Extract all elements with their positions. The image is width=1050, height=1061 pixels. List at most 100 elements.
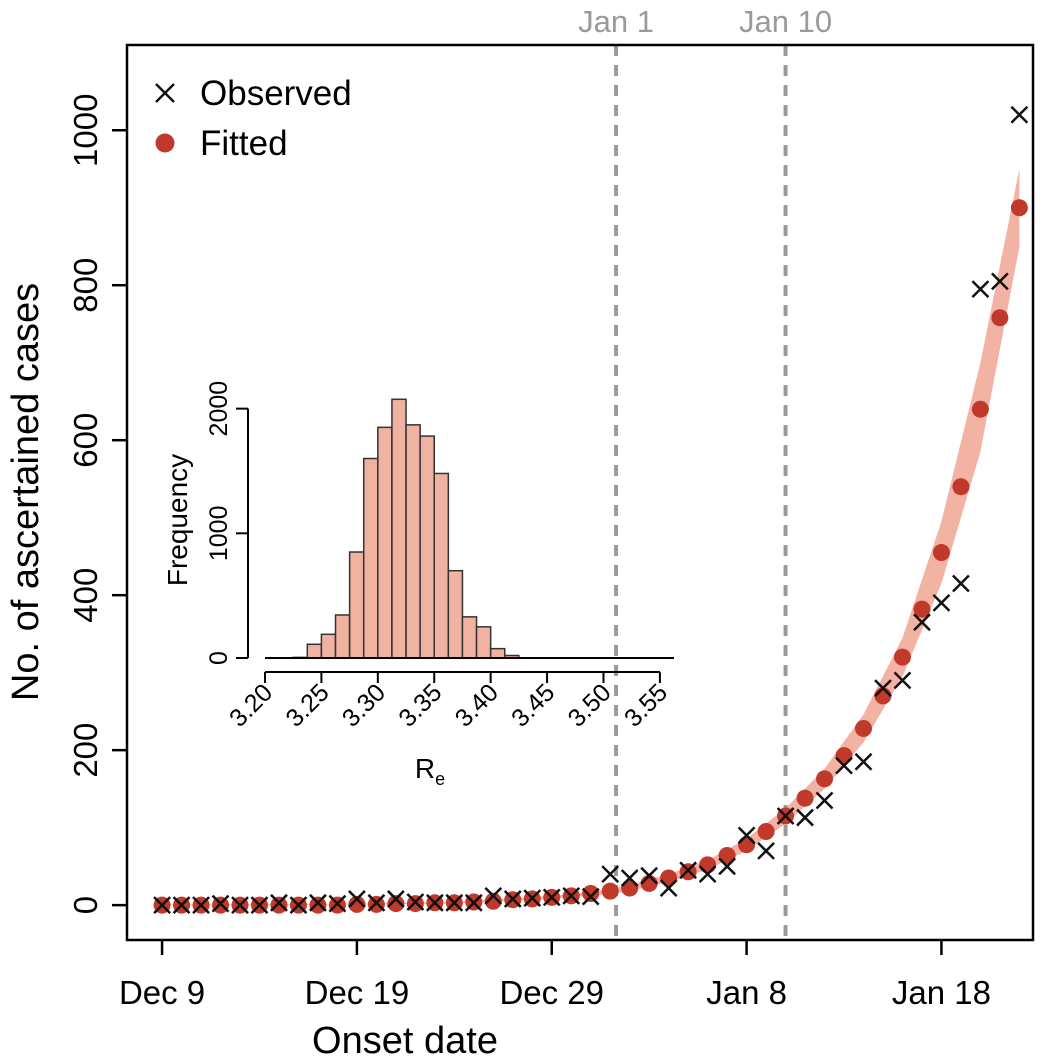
- fitted-point-34: [816, 770, 834, 788]
- x-tick-label-1: Dec 19: [305, 974, 410, 1011]
- fitted-point-35: [835, 747, 853, 765]
- histogram-bar-7: [362, 457, 379, 659]
- observed-point-21: [562, 886, 581, 905]
- inset-x-tick-label-7: 3.55: [619, 678, 673, 732]
- observed-point-16: [464, 893, 483, 912]
- observed-point-7: [289, 896, 308, 915]
- histogram-bar-13: [447, 569, 464, 659]
- fitted-point-31: [757, 823, 775, 841]
- fitted-point-22: [582, 885, 600, 903]
- observed-point-9: [328, 894, 347, 913]
- inset-x-tick-label-0: 3.20: [224, 678, 278, 732]
- fitted-point-8: [309, 896, 327, 914]
- inset-x-tick-label-4: 3.40: [450, 678, 504, 732]
- main-plot: Jan 1 Jan 10 0 200 400 600 800 1000 Dec 9 Dec 19 D…: [5, 4, 1035, 1061]
- fitted-point-37: [874, 687, 892, 705]
- observed-point-31: [757, 842, 775, 860]
- observed-point-10: [348, 890, 366, 908]
- histogram-bar-8: [377, 426, 393, 659]
- observed-point-3: [211, 894, 230, 913]
- observed-point-32: [776, 807, 795, 825]
- x-tick-label-0: Dec 9: [119, 974, 205, 1011]
- x-axis-title: Onset date: [312, 1020, 498, 1061]
- fitted-point-33: [796, 789, 814, 807]
- fitted-point-12: [387, 895, 405, 913]
- observed-point-43: [990, 272, 1009, 291]
- observed-point-34: [815, 791, 834, 810]
- observed-point-8: [309, 893, 327, 912]
- fitted-point-43: [991, 309, 1009, 327]
- x-tick-label-2: Dec 29: [499, 974, 604, 1011]
- legend-observed-marker: [155, 83, 175, 103]
- inset-x-tick-label-1: 3.25: [280, 678, 334, 732]
- legend-fitted-marker: [155, 133, 175, 153]
- observed-point-38: [893, 671, 912, 690]
- observed-point-24: [620, 869, 639, 887]
- histogram-bar-10: [405, 424, 421, 659]
- vertical-line-label-1: Jan 10: [739, 4, 832, 39]
- observed-point-26: [659, 879, 678, 897]
- histogram-bar-4: [320, 633, 337, 659]
- y-axis-title: No. of ascertained cases: [5, 283, 47, 701]
- observed-point-5: [250, 896, 269, 915]
- fitted-point-10: [348, 895, 366, 913]
- inset-x-tick-label-2: 3.30: [337, 678, 391, 732]
- fitted-point-30: [738, 836, 756, 854]
- observed-point-1: [172, 896, 191, 915]
- observed-point-40: [932, 594, 951, 612]
- observed-point-0: [153, 896, 171, 915]
- x-tick-label-4: Jan 18: [892, 974, 991, 1011]
- observed-point-30: [737, 826, 756, 845]
- histogram-bar-12: [433, 472, 450, 659]
- fitted-point-38: [893, 648, 911, 666]
- observed-point-44: [1010, 105, 1029, 124]
- fitted-point-17: [484, 892, 502, 910]
- fitted-point-44: [1010, 199, 1028, 217]
- inset-y-tick-label-0: 0: [205, 651, 233, 665]
- fitted-point-40: [932, 544, 950, 562]
- histogram-bar-5: [334, 614, 351, 659]
- fitted-point-25: [640, 874, 658, 892]
- observed-point-11: [367, 893, 386, 912]
- x-tick-label-3: Jan 8: [706, 974, 787, 1011]
- inset-y-tick-label-2: 2000: [205, 381, 233, 437]
- fitted-point-29: [718, 847, 736, 865]
- y-tick-label-1: 200: [67, 723, 104, 778]
- observed-point-2: [192, 896, 210, 915]
- histogram-bar-9: [391, 398, 407, 659]
- histogram-bar-14: [461, 616, 478, 659]
- observed-point-37: [874, 679, 892, 698]
- histogram-bar-11: [419, 435, 435, 659]
- y-tick-label-3: 600: [67, 413, 104, 468]
- legend-fitted-label: Fitted: [200, 124, 288, 163]
- observed-point-36: [854, 752, 873, 771]
- y-tick-label-5: 1000: [67, 94, 104, 167]
- observed-point-20: [542, 888, 561, 907]
- fitted-point-28: [699, 856, 717, 874]
- histogram-bar-15: [475, 626, 492, 659]
- observed-point-23: [601, 865, 620, 884]
- observed-point-35: [835, 756, 853, 775]
- histogram-bar-3: [306, 643, 323, 659]
- observed-point-28: [698, 865, 717, 884]
- y-tick-label-0: 0: [67, 896, 104, 914]
- fitted-point-42: [971, 400, 989, 418]
- observed-point-39: [913, 613, 931, 632]
- inset-y-tick-label-1: 1000: [205, 506, 233, 562]
- observed-point-4: [231, 896, 249, 915]
- observed-point-42: [971, 280, 990, 298]
- fitted-point-24: [621, 879, 639, 897]
- observed-point-25: [640, 866, 659, 885]
- observed-point-27: [679, 861, 698, 880]
- observed-point-18: [503, 890, 522, 908]
- vertical-line-label-0: Jan 1: [578, 4, 654, 39]
- histogram-bar-16: [489, 647, 506, 659]
- observed-point-19: [523, 889, 542, 908]
- inset-x-tick-label-3: 3.35: [393, 678, 447, 732]
- observed-point-15: [445, 893, 464, 912]
- fitted-confidence-band: [162, 169, 1020, 906]
- fitted-point-23: [601, 882, 619, 900]
- observed-point-17: [484, 886, 503, 905]
- plot-frame: [125, 43, 1035, 942]
- observed-point-33: [796, 808, 814, 827]
